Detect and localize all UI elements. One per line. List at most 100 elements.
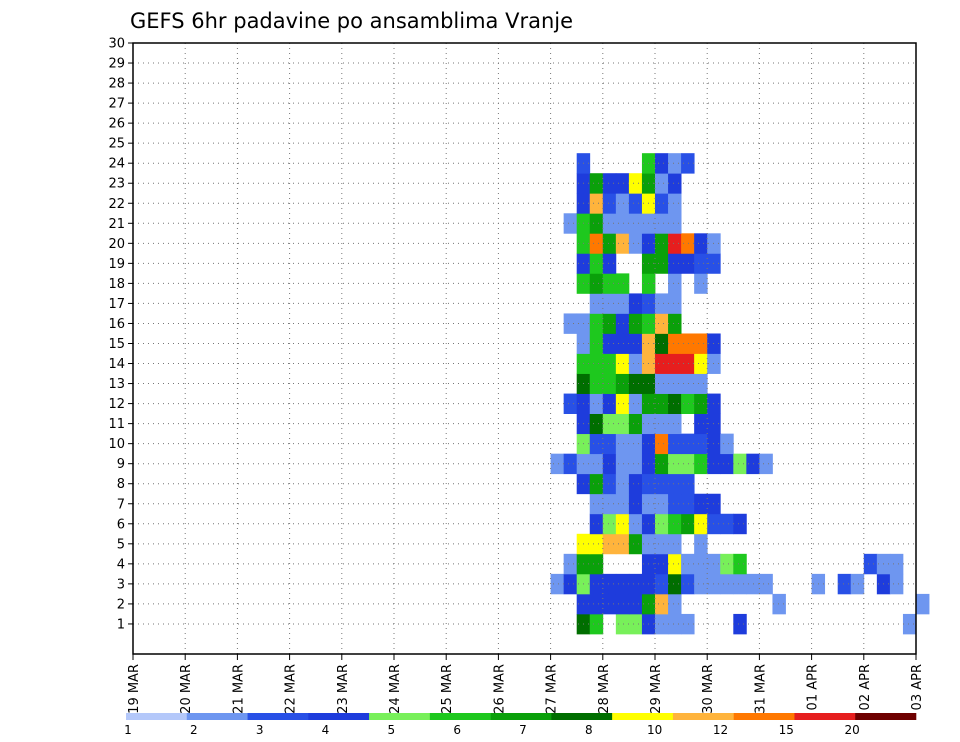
colorbar-swatch [794, 713, 856, 720]
heatmap-cell [668, 213, 682, 234]
heatmap-cell [668, 453, 682, 475]
heatmap-cell [602, 333, 617, 354]
y-tick-label: 7 [117, 497, 125, 512]
colorbar-label: 6 [453, 723, 461, 737]
heatmap-cell [602, 293, 617, 314]
heatmap-cell [668, 193, 682, 214]
heatmap-cell [668, 333, 682, 354]
heatmap-cell [902, 613, 917, 635]
heatmap-cell [720, 573, 734, 595]
heatmap-cell [694, 273, 708, 294]
heatmap-cell [668, 613, 682, 635]
heatmap-cell [589, 553, 604, 575]
chart-title: GEFS 6hr padavine po ansamblima Vranje [130, 9, 573, 33]
heatmap-cell [615, 513, 630, 535]
heatmap-cell [720, 453, 734, 475]
colorbar-swatch [247, 713, 309, 720]
heatmap-cell [615, 413, 630, 435]
heatmap-cell [589, 273, 604, 294]
heatmap-cell [628, 173, 643, 194]
heatmap-cell [681, 433, 695, 455]
heatmap-cell [681, 233, 695, 254]
plot-frame [132, 42, 917, 655]
heatmap-cell [589, 593, 604, 615]
heatmap-cell [615, 353, 630, 374]
heatmap-cell [615, 493, 630, 515]
heatmap-cell [589, 193, 604, 214]
heatmap-cell [668, 273, 682, 294]
y-tick-label: 17 [108, 297, 125, 312]
colorbar-label: 4 [322, 723, 330, 737]
heatmap-cell [772, 593, 786, 615]
heatmap-cell [602, 253, 617, 274]
heatmap-cell [889, 573, 904, 595]
heatmap-cell [589, 313, 604, 334]
heatmap-cell [589, 353, 604, 374]
heatmap-cell [589, 473, 604, 495]
heatmap-cell [563, 213, 578, 234]
colorbar-label: 5 [387, 723, 395, 737]
colorbar-label: 1 [124, 723, 132, 737]
y-tick-label: 22 [108, 197, 125, 212]
y-tick-label: 24 [108, 157, 125, 172]
y-tick-label: 29 [108, 57, 125, 72]
heatmap-cell [628, 393, 643, 414]
y-tick-label: 4 [117, 557, 125, 572]
heatmap-cell [916, 593, 930, 615]
heatmap-cells [550, 153, 930, 635]
heatmap-cell [563, 313, 578, 334]
heatmap-cell [655, 473, 669, 495]
heatmap-cell [589, 373, 604, 394]
heatmap-cell [628, 513, 643, 535]
heatmap-cell [589, 493, 604, 515]
x-tick-label: 02 APR [858, 664, 873, 710]
y-tick-label: 10 [108, 437, 125, 452]
heatmap-cell [668, 593, 682, 615]
heatmap-cell [589, 173, 604, 194]
heatmap-cell [602, 313, 617, 334]
heatmap-cell [615, 393, 630, 414]
heatmap-cell [655, 353, 669, 374]
heatmap-cell [694, 373, 708, 394]
heatmap-cell [615, 433, 630, 455]
heatmap-cell [589, 573, 604, 595]
heatmap-cell [694, 513, 708, 535]
y-tick-label: 13 [108, 377, 125, 392]
heatmap-cell [655, 573, 669, 595]
heatmap-cell [655, 213, 669, 234]
colorbar-swatch [855, 713, 917, 720]
heatmap-cell [655, 393, 669, 414]
heatmap-cell [668, 513, 682, 535]
heatmap-cell [681, 553, 695, 575]
heatmap-cell [694, 393, 708, 414]
heatmap-cell [602, 373, 617, 394]
heatmap-cell [733, 613, 747, 635]
colorbar-swatch [369, 713, 431, 720]
colorbar-swatch [429, 713, 491, 720]
heatmap-cell [668, 373, 682, 394]
heatmap-cell [668, 173, 682, 194]
heatmap-cell [655, 373, 669, 394]
heatmap-cell [615, 453, 630, 475]
heatmap-cell [628, 373, 643, 394]
y-tick-label: 18 [108, 277, 125, 292]
heatmap-cell [615, 573, 630, 595]
colorbar-label: 3 [256, 723, 264, 737]
heatmap-cell [628, 213, 643, 234]
heatmap-cell [681, 613, 695, 635]
colorbar-label: 20 [845, 723, 860, 737]
heatmap-cell [681, 473, 695, 495]
heatmap-cell [694, 573, 708, 595]
heatmap-cell [694, 493, 708, 515]
heatmap-cell [615, 333, 630, 354]
heatmap-cell [602, 413, 617, 435]
heatmap-cell [668, 533, 682, 555]
colorbar-swatch [672, 713, 734, 720]
heatmap-cell [602, 533, 617, 555]
heatmap-cell [602, 273, 617, 294]
colorbar-swatch [308, 713, 370, 720]
heatmap-cell [889, 553, 904, 575]
heatmap-cell [655, 313, 669, 334]
heatmap-cell [668, 473, 682, 495]
heatmap-cell [628, 293, 643, 314]
